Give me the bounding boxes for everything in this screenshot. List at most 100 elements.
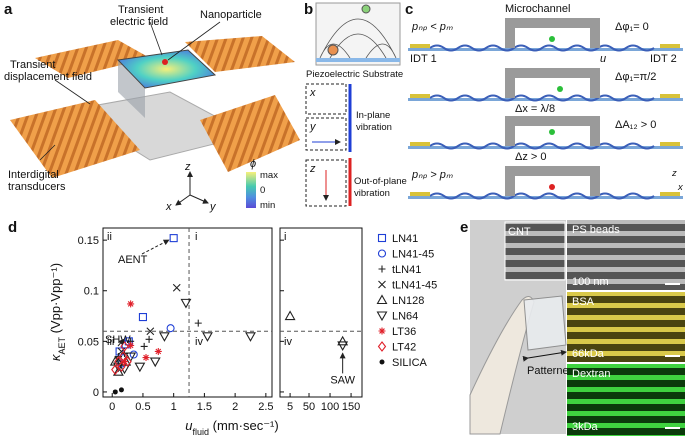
leader xyxy=(167,21,221,61)
axis-label: z xyxy=(671,168,677,179)
wave xyxy=(429,192,655,200)
axis-label: y xyxy=(209,201,217,213)
nanoparticle xyxy=(162,59,168,65)
shift-label: Δz > 0 xyxy=(515,151,547,163)
point xyxy=(138,313,147,322)
substrate xyxy=(316,58,400,62)
phase-label: Δφ₁= 0 xyxy=(615,21,649,33)
x-label-symbol: u xyxy=(185,418,192,433)
label: Interdigital xyxy=(8,169,59,181)
panel-a: a Transient electric field Nanoparticle … xyxy=(4,1,300,213)
point xyxy=(202,332,213,342)
label: electric field xyxy=(110,16,168,28)
idt xyxy=(35,40,150,78)
plot-frame xyxy=(102,227,273,398)
colorbar-label: min xyxy=(260,200,275,211)
label: vibration xyxy=(356,122,392,133)
legend-marker xyxy=(376,294,388,305)
channel xyxy=(505,166,600,196)
legend-label: tLN41-45 xyxy=(392,280,437,292)
idt xyxy=(410,192,430,196)
particle xyxy=(327,44,339,56)
point xyxy=(119,351,128,362)
label: Transient xyxy=(118,4,163,16)
channel xyxy=(505,68,600,98)
legend-label: LT36 xyxy=(392,326,416,338)
label: Transient xyxy=(10,59,55,71)
idt-label: IDT 1 xyxy=(410,53,437,65)
point xyxy=(145,335,153,343)
strip-note: 3kDa xyxy=(572,421,599,433)
point xyxy=(149,357,161,368)
point xyxy=(337,341,349,352)
x-axis-label: ufluid (mm·sec⁻¹) xyxy=(185,418,278,436)
point xyxy=(159,332,170,342)
legend-label: LN41-45 xyxy=(392,249,434,261)
point xyxy=(172,283,181,292)
y-tick-label: 0.05 xyxy=(78,336,99,348)
x-label-unit: (mm·sec⁻¹) xyxy=(209,418,279,433)
panel-e: CNT Patterned Area e PS beads 100 nm BSA… xyxy=(460,219,685,436)
axis-label: x xyxy=(309,87,316,99)
point xyxy=(154,347,162,355)
x-tick-label: 5 xyxy=(287,401,293,413)
point xyxy=(111,364,120,376)
leader xyxy=(39,144,56,161)
point xyxy=(166,324,175,333)
y-label-symbol: κ xyxy=(48,353,63,361)
legend-label: SILICA xyxy=(392,357,428,369)
idt xyxy=(660,192,680,196)
substrate xyxy=(408,146,683,149)
point xyxy=(118,387,124,393)
strip-image xyxy=(567,364,685,436)
particle xyxy=(549,36,555,42)
x-tick-label: 1 xyxy=(171,401,177,413)
strip-label: PS beads xyxy=(572,224,620,236)
point xyxy=(112,389,118,395)
idt xyxy=(410,142,430,146)
idt xyxy=(660,44,680,48)
y-tick-label: 0.1 xyxy=(84,286,99,298)
point xyxy=(134,362,146,373)
label: Microchannel xyxy=(505,3,570,15)
y-tick-label: 0 xyxy=(93,387,99,399)
y-label-sub: AET xyxy=(57,337,67,355)
axis-label: x xyxy=(677,182,684,193)
legend-label: LN64 xyxy=(392,311,418,323)
axis xyxy=(175,194,191,206)
mode-box xyxy=(305,83,347,115)
point xyxy=(194,319,202,327)
channel xyxy=(505,18,600,48)
idt xyxy=(660,142,680,146)
point xyxy=(180,298,192,309)
wave xyxy=(429,44,655,52)
cnt-inset xyxy=(504,221,566,281)
label: vibration xyxy=(354,188,390,199)
panel-label: a xyxy=(4,1,13,18)
legend-label: LT42 xyxy=(392,342,416,354)
idt xyxy=(660,94,680,98)
annotation: SAW xyxy=(330,374,355,386)
point xyxy=(112,366,124,376)
colorbar-label: 0 xyxy=(260,185,265,196)
point xyxy=(119,364,130,375)
annotation: SHW xyxy=(105,334,131,346)
patterned-chip xyxy=(523,295,567,351)
point xyxy=(129,350,138,359)
legend-marker xyxy=(376,311,388,322)
x-label-sub: fluid xyxy=(193,427,210,436)
colorbar-title: ϕ xyxy=(250,158,256,170)
point xyxy=(284,310,296,321)
legend-label: LN41 xyxy=(392,233,418,245)
plot-frame xyxy=(279,227,363,398)
region-label: i xyxy=(195,231,197,243)
region-label: ii xyxy=(107,231,112,243)
axis xyxy=(189,194,209,204)
region-label: iii xyxy=(107,336,114,348)
axis-label: x xyxy=(165,201,172,213)
label: Piezoelectric Substrate xyxy=(306,69,403,80)
legend-marker xyxy=(377,233,387,243)
point xyxy=(245,332,256,342)
phase-label: Δφ₁=π/2 xyxy=(615,71,656,83)
substrate xyxy=(408,196,683,199)
